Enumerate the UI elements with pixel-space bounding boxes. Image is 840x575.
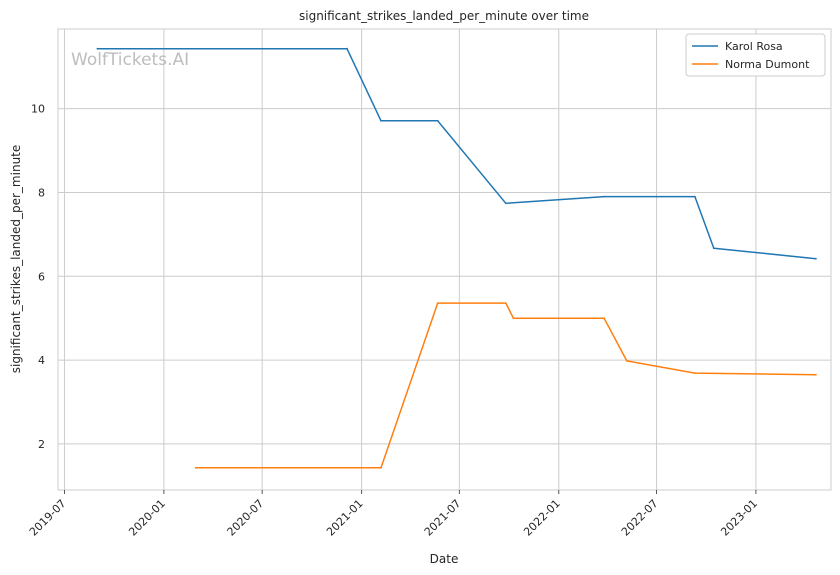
y-tick-label: 4: [38, 354, 45, 367]
data-point: [694, 372, 696, 374]
data-point: [504, 302, 507, 304]
watermark-text: WolfTickets.AI: [71, 50, 189, 70]
x-axis-ticks: 2019-07 2020-01 2020-07 2021-01 2021-07 2022-…: [27, 490, 760, 539]
data-point: [380, 466, 382, 469]
x-axis-title: Date: [430, 552, 459, 566]
x-tick-label: 2022-01: [521, 497, 563, 539]
data-point: [504, 202, 507, 205]
series-lines: [96, 47, 817, 469]
x-tick-label: 2020-01: [126, 497, 168, 539]
data-point: [194, 466, 197, 469]
x-tick-label: 2023-01: [718, 497, 760, 539]
data-point: [625, 360, 628, 362]
x-tick-label: 2022-07: [619, 497, 661, 539]
data-point: [694, 195, 696, 198]
x-tick-label: 2021-01: [324, 497, 366, 539]
data-point: [436, 119, 439, 122]
data-point: [380, 119, 382, 122]
x-gridlines: [63, 29, 757, 490]
chart-title: significant_strikes_landed_per_minute ov…: [299, 9, 589, 23]
data-point: [815, 257, 817, 260]
x-tick-label: 2021-07: [422, 497, 464, 539]
y-tick-label: 8: [38, 186, 45, 199]
data-point: [603, 195, 605, 198]
data-point: [712, 247, 715, 250]
y-tick-label: 10: [31, 103, 45, 116]
plot-area: [57, 28, 832, 491]
data-point: [815, 373, 817, 376]
x-tick-label: 2020-07: [225, 497, 267, 539]
legend-box: [685, 33, 826, 77]
legend-label-karol-rosa: Karol Rosa: [725, 40, 783, 53]
legend-label-norma-dumont: Norma Dumont: [725, 58, 810, 71]
data-point: [346, 47, 348, 50]
y-gridlines: [58, 108, 831, 445]
y-axis-ticks: 2 4 6 8 10: [31, 103, 45, 451]
y-tick-label: 6: [38, 270, 45, 283]
legend: Karol Rosa Norma Dumont: [685, 33, 826, 77]
data-point: [436, 302, 439, 304]
plot-background: [57, 28, 832, 491]
y-axis-title: significant_strikes_landed_per_minute: [9, 145, 23, 374]
x-tick-label: 2019-07: [27, 497, 69, 539]
y-tick-label: 2: [38, 438, 45, 451]
data-point: [96, 47, 99, 50]
data-point: [512, 317, 515, 320]
data-point: [603, 317, 605, 320]
